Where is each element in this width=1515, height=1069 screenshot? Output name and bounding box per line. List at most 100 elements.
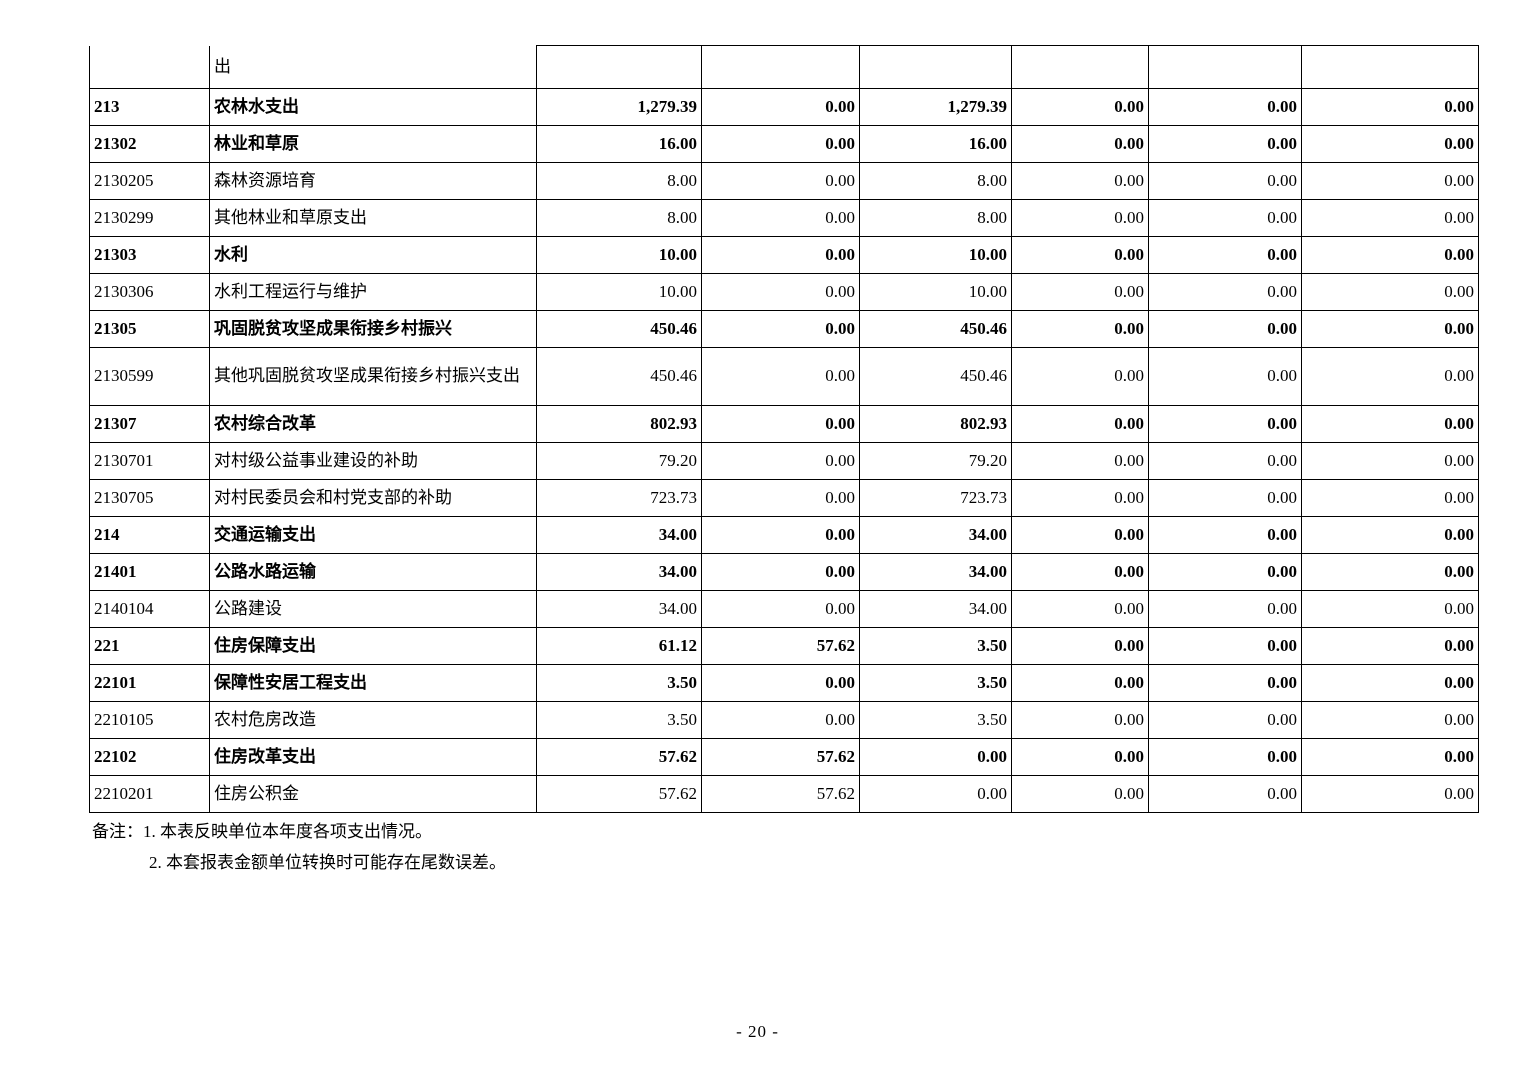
value-cell: 0.00 (1148, 775, 1302, 813)
note-line-2: 2. 本套报表金额单位转换时可能存在尾数误差。 (92, 847, 506, 878)
value-cell: 0.00 (1301, 405, 1479, 443)
value-cell: 0.00 (1301, 273, 1479, 311)
value-cell: 0.00 (1301, 516, 1479, 554)
value-cell: 0.00 (1148, 273, 1302, 311)
code-cell: 21305 (89, 310, 210, 348)
value-cell: 0.00 (1011, 738, 1149, 776)
value-cell: 0.00 (1148, 479, 1302, 517)
value-cell: 0.00 (1011, 775, 1149, 813)
code-cell: 2140104 (89, 590, 210, 628)
value-cell: 0.00 (1011, 442, 1149, 480)
value-cell: 8.00 (536, 199, 702, 237)
name-cell: 水利工程运行与维护 (209, 273, 537, 311)
value-cell: 0.00 (1301, 553, 1479, 591)
value-cell: 0.00 (1301, 125, 1479, 163)
value-cell: 0.00 (701, 590, 860, 628)
value-cell (701, 45, 860, 89)
value-cell: 0.00 (701, 553, 860, 591)
value-cell: 0.00 (1148, 405, 1302, 443)
name-cell: 住房公积金 (209, 775, 537, 813)
value-cell: 0.00 (701, 701, 860, 739)
name-cell: 公路水路运输 (209, 553, 537, 591)
value-cell: 0.00 (1301, 199, 1479, 237)
value-cell: 0.00 (1011, 310, 1149, 348)
name-cell: 水利 (209, 236, 537, 274)
value-cell: 10.00 (859, 273, 1012, 311)
value-cell: 0.00 (701, 347, 860, 406)
value-cell: 0.00 (701, 125, 860, 163)
name-cell: 农村危房改造 (209, 701, 537, 739)
value-cell: 0.00 (1301, 479, 1479, 517)
value-cell: 0.00 (1011, 516, 1149, 554)
name-cell: 农林水支出 (209, 88, 537, 126)
value-cell: 16.00 (536, 125, 702, 163)
name-cell: 对村级公益事业建设的补助 (209, 442, 537, 480)
table-row: 2130705 对村民委员会和村党支部的补助 723.73 0.00 723.7… (89, 479, 1479, 517)
value-cell: 34.00 (859, 516, 1012, 554)
code-cell: 21401 (89, 553, 210, 591)
code-cell: 21302 (89, 125, 210, 163)
value-cell: 0.00 (1148, 590, 1302, 628)
table-row: 221 住房保障支出 61.12 57.62 3.50 0.00 0.00 0.… (89, 627, 1479, 665)
name-cell: 巩固脱贫攻坚成果衔接乡村振兴 (209, 310, 537, 348)
value-cell: 57.62 (701, 775, 860, 813)
value-cell: 0.00 (1148, 701, 1302, 739)
value-cell: 0.00 (1148, 88, 1302, 126)
value-cell: 3.50 (859, 664, 1012, 702)
name-cell: 住房保障支出 (209, 627, 537, 665)
value-cell: 0.00 (1011, 405, 1149, 443)
value-cell: 450.46 (859, 347, 1012, 406)
value-cell (1301, 45, 1479, 89)
value-cell: 0.00 (1011, 664, 1149, 702)
table-row: 出 (89, 45, 1479, 89)
value-cell: 0.00 (1148, 738, 1302, 776)
value-cell: 0.00 (1011, 273, 1149, 311)
table-row: 21401 公路水路运输 34.00 0.00 34.00 0.00 0.00 … (89, 553, 1479, 591)
notes-label: 备注： (92, 822, 143, 841)
value-cell: 0.00 (701, 405, 860, 443)
table-row: 2130205 森林资源培育 8.00 0.00 8.00 0.00 0.00 … (89, 162, 1479, 200)
code-cell: 22101 (89, 664, 210, 702)
value-cell: 450.46 (859, 310, 1012, 348)
note-text-1: 1. 本表反映单位本年度各项支出情况。 (143, 822, 432, 841)
name-cell: 对村民委员会和村党支部的补助 (209, 479, 537, 517)
value-cell: 0.00 (1011, 553, 1149, 591)
value-cell: 0.00 (859, 775, 1012, 813)
value-cell: 0.00 (1011, 347, 1149, 406)
value-cell: 0.00 (1148, 553, 1302, 591)
value-cell: 1,279.39 (859, 88, 1012, 126)
value-cell: 0.00 (1148, 125, 1302, 163)
value-cell: 450.46 (536, 347, 702, 406)
name-cell: 农村综合改革 (209, 405, 537, 443)
value-cell: 3.50 (536, 701, 702, 739)
value-cell: 0.00 (1148, 310, 1302, 348)
value-cell: 0.00 (701, 236, 860, 274)
code-cell: 21303 (89, 236, 210, 274)
name-cell: 出 (209, 45, 537, 89)
value-cell: 0.00 (1301, 442, 1479, 480)
value-cell: 0.00 (1301, 664, 1479, 702)
value-cell (1011, 45, 1149, 89)
name-cell: 保障性安居工程支出 (209, 664, 537, 702)
table-row: 2210105 农村危房改造 3.50 0.00 3.50 0.00 0.00 … (89, 701, 1479, 739)
code-cell: 221 (89, 627, 210, 665)
value-cell: 61.12 (536, 627, 702, 665)
value-cell: 0.00 (1011, 627, 1149, 665)
expenditure-table: 出 213 农林水支出 1,279.39 0.00 1,279.39 0.00 … (89, 45, 1479, 813)
value-cell (859, 45, 1012, 89)
value-cell: 802.93 (536, 405, 702, 443)
value-cell: 0.00 (1148, 236, 1302, 274)
value-cell: 0.00 (1011, 479, 1149, 517)
notes: 备注：1. 本表反映单位本年度各项支出情况。 2. 本套报表金额单位转换时可能存… (92, 816, 506, 878)
table-row: 21303 水利 10.00 0.00 10.00 0.00 0.00 0.00 (89, 236, 1479, 274)
value-cell: 0.00 (1148, 664, 1302, 702)
value-cell: 0.00 (1301, 236, 1479, 274)
table-row: 2130701 对村级公益事业建设的补助 79.20 0.00 79.20 0.… (89, 442, 1479, 480)
expenditure-table-body: 出 213 农林水支出 1,279.39 0.00 1,279.39 0.00 … (89, 45, 1479, 813)
value-cell: 0.00 (701, 310, 860, 348)
value-cell: 0.00 (701, 516, 860, 554)
value-cell: 0.00 (1301, 627, 1479, 665)
code-cell: 2130306 (89, 273, 210, 311)
code-cell: 21307 (89, 405, 210, 443)
